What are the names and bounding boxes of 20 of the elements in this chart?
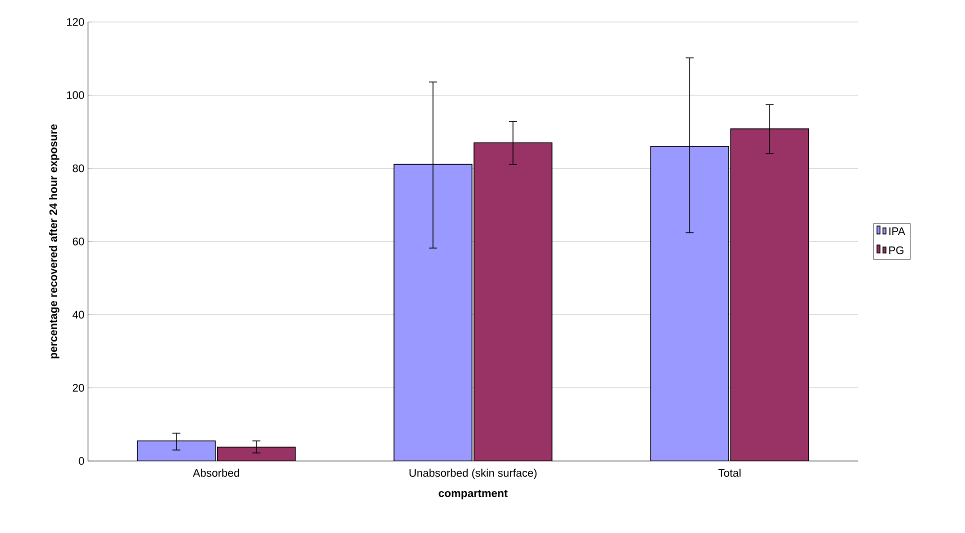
- x-tick-label: Absorbed: [192, 468, 240, 477]
- y-tick-label: 100: [67, 91, 84, 100]
- y-tick-label: 80: [72, 164, 84, 172]
- y-axis-title: percentage recovered after 24 hour exposure: [49, 124, 60, 358]
- x-axis-title: compartment: [438, 490, 508, 500]
- bar: [217, 447, 296, 461]
- y-tick-label: 120: [67, 18, 84, 26]
- y-tick-label: 20: [72, 384, 84, 392]
- y-tick-label: 40: [72, 310, 84, 319]
- x-tick-label: Total: [718, 468, 741, 477]
- legend-label: PG: [889, 246, 904, 254]
- bar: [650, 146, 730, 461]
- x-tick-label: Unabsorbed (skin surface): [410, 468, 537, 479]
- bar: [730, 128, 810, 461]
- y-tick-label: 60: [72, 238, 84, 246]
- legend-label: IPA: [889, 227, 906, 235]
- bar: [394, 164, 472, 461]
- y-tick-label: 0: [78, 457, 84, 465]
- bar: [136, 440, 216, 461]
- bar: [474, 142, 552, 461]
